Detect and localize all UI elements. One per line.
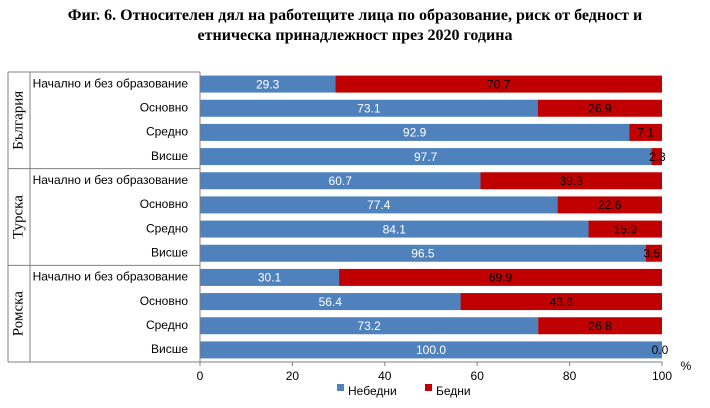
bar-poor — [645, 244, 662, 262]
bar-not-poor — [200, 148, 652, 166]
x-tick-label: 100 — [652, 369, 672, 383]
value-label-poor: 3.5 — [643, 246, 660, 260]
x-tick-label: 20 — [286, 369, 300, 383]
bar-not-poor — [200, 123, 630, 141]
value-label-poor: 2.3 — [649, 150, 666, 164]
category-label: Висше — [151, 342, 188, 356]
value-label-not-poor: 100.0 — [416, 343, 446, 357]
x-tick-label: 40 — [378, 369, 392, 383]
category-label: Средно — [146, 125, 188, 139]
value-label-not-poor: 97.7 — [414, 150, 438, 164]
category-label: Средно — [146, 318, 188, 332]
x-tick-label: 0 — [197, 369, 204, 383]
value-label-poor: 22.6 — [598, 198, 622, 212]
value-label-not-poor: 29.3 — [256, 77, 280, 91]
value-label-not-poor: 84.1 — [383, 222, 407, 236]
value-label-poor: 7.1 — [637, 126, 654, 140]
x-tick-label: 60 — [471, 369, 485, 383]
group-label: Ромска — [10, 291, 26, 336]
value-label-poor: 69.9 — [489, 271, 513, 285]
bar-poor — [480, 172, 662, 190]
bar-not-poor — [200, 268, 340, 286]
chart-title: Фиг. 6. Относителен дял на работещите ли… — [0, 6, 710, 46]
bar-poor — [588, 220, 662, 238]
category-label: Основно — [140, 100, 189, 114]
category-label: Висше — [151, 149, 188, 163]
value-label-poor: 43.6 — [550, 295, 574, 309]
value-label-poor: 26.8 — [588, 319, 612, 333]
x-tick-label: 80 — [563, 369, 577, 383]
chart-title-line-1: Фиг. 6. Относителен дял на работещите ли… — [67, 7, 643, 24]
value-label-not-poor: 30.1 — [258, 271, 282, 285]
chart-title-line-2: етническа принадлежност през 2020 година — [197, 27, 513, 44]
category-label: Начално и без образование — [33, 270, 189, 284]
value-label-not-poor: 92.9 — [403, 126, 427, 140]
category-label: Начално и без образование — [33, 76, 189, 90]
category-label: Основно — [140, 197, 189, 211]
bar-not-poor — [200, 341, 662, 359]
group-label: Турска — [10, 195, 26, 239]
category-label: Начално и без образование — [33, 173, 189, 187]
bar-poor — [629, 123, 662, 141]
value-label-poor: 39.3 — [560, 174, 584, 188]
value-label-not-poor: 60.7 — [329, 174, 353, 188]
bar-not-poor — [200, 220, 589, 238]
value-label-not-poor: 73.2 — [357, 319, 381, 333]
bar-poor — [537, 99, 662, 117]
x-unit-label: % — [681, 359, 692, 373]
bar-not-poor — [200, 172, 481, 190]
value-label-poor: 70.7 — [487, 77, 511, 91]
group-label: България — [10, 91, 26, 150]
bar-poor — [339, 268, 662, 286]
bar-not-poor — [200, 196, 558, 214]
value-label-poor: 15.9 — [614, 222, 638, 236]
category-label: Основно — [140, 294, 189, 308]
value-label-not-poor: 56.4 — [319, 295, 343, 309]
bar-poor — [651, 148, 662, 166]
bar-not-poor — [200, 244, 646, 262]
bar-not-poor — [200, 75, 336, 93]
value-label-not-poor: 77.4 — [367, 198, 391, 212]
legend-label-not-poor: Небедни — [348, 384, 397, 398]
value-label-not-poor: 73.1 — [357, 101, 381, 115]
legend-swatch-poor — [425, 384, 432, 391]
bar-poor — [335, 75, 662, 93]
value-label-not-poor: 96.5 — [411, 246, 435, 260]
bar-not-poor — [200, 317, 539, 335]
bar-not-poor — [200, 293, 461, 311]
value-label-poor: 26.9 — [588, 101, 612, 115]
bar-not-poor — [200, 99, 538, 117]
legend-swatch-not-poor — [337, 384, 344, 391]
bar-poor — [538, 317, 662, 335]
legend-label-poor: Бедни — [436, 384, 471, 398]
value-label-poor: 0.0 — [652, 343, 669, 357]
bar-poor — [557, 196, 662, 214]
category-label: Висше — [151, 245, 188, 259]
category-label: Средно — [146, 221, 188, 235]
bar-poor — [460, 293, 662, 311]
